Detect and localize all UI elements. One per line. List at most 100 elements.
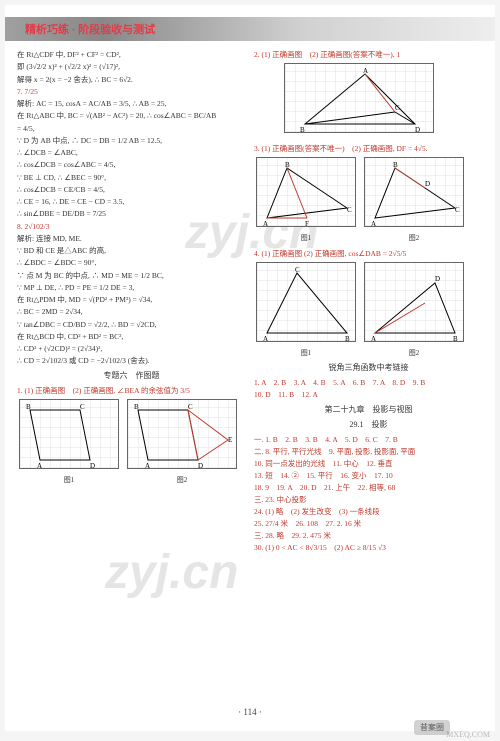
svg-text:C: C <box>188 403 193 411</box>
svg-text:A: A <box>363 67 368 75</box>
text-line: 在 Rt△PDM 中, MD = √(PD² + PM²) = √34, <box>17 294 246 305</box>
figure-row-q3: A B C F 图1 A <box>254 155 483 244</box>
text-line: 解析: AC = 15, cosA = AC/AB = 3/5, ∴ AB = … <box>17 98 246 109</box>
svg-text:C: C <box>295 266 300 274</box>
text-line: 在 Rt△ABC 中, BC = √(AB² − AC²) = 20, ∴ co… <box>17 110 246 121</box>
answer-line: 一. 1. B 2. B 3. B 4. A 5. D 6. C 7. B <box>254 434 483 446</box>
svg-text:A: A <box>263 335 268 343</box>
answer-line: 10. D 11. B 12. A <box>254 389 483 401</box>
svg-text:A: A <box>371 335 376 343</box>
answer-line: 30. (1) 0 < AC < 8√3/15 (2) AC ≥ 8/15 √3 <box>254 542 483 554</box>
text-line: = 4/5, <box>17 123 246 134</box>
figure-q3-2-wrap: A B C D 图2 <box>362 155 466 244</box>
svg-text:C: C <box>80 403 85 411</box>
text-line: ∵ D 为 AB 中点, ∴ DC = DB = 1/2 AB = 12.5, <box>17 135 246 146</box>
figure-2-grid: A B C D E <box>127 399 237 469</box>
svg-text:D: D <box>415 126 420 134</box>
text-line: 解析: 连接 MD, ME. <box>17 233 246 244</box>
figure-q4-2-wrap: A B D 图2 <box>362 260 466 359</box>
svg-text:D: D <box>90 462 95 470</box>
figure-1-wrap: A B C D 图1 <box>17 397 121 486</box>
figure-row-1: A B C D 图1 A <box>17 397 246 486</box>
text-line: 2. (1) 正确画图 (2) 正确画图(答案不唯一), 1 <box>254 49 483 60</box>
text-line: ∴ CD² + (√2CD)² = (2√34)², <box>17 343 246 354</box>
answer-list: 1. A 2. B 3. A 4. B 5. A 6. B 7. A 8. D … <box>254 377 483 401</box>
svg-text:B: B <box>134 403 139 411</box>
text-line: ∵ tan∠DBC = CD/BD = √2/2, ∴ BD = √2CD, <box>17 319 246 330</box>
answer-line: 13. 短 14. ② 15. 平行 16. 变小 17. 10 <box>254 470 483 482</box>
svg-text:A: A <box>145 462 150 470</box>
fig-label: 图2 <box>362 233 466 244</box>
text-line: ∴ sin∠DBE = DE/DB = 7/25 <box>17 208 246 219</box>
answer-line: 1. A 2. B 3. A 4. B 5. A 6. B 7. A 8. D … <box>254 377 483 389</box>
figure-q4-2-svg: A B D <box>365 263 465 343</box>
figure-1-svg: A B C D <box>20 400 120 470</box>
text-line: ∴ CD = 2√102/3 或 CD = −2√102/3 (舍去). <box>17 355 246 366</box>
figure-row-q4: A B C 图1 A B <box>254 260 483 359</box>
header-title: 精析巧练 · 阶段验收与测试 <box>25 21 155 37</box>
answer-list-2: 一. 1. B 2. B 3. B 4. A 5. D 6. C 7. B 二.… <box>254 434 483 554</box>
text-line: ∴ CE = 16, ∴ DE = CE − CD = 3.5, <box>17 196 246 207</box>
svg-text:A: A <box>371 220 376 228</box>
answer-line: 18. 9 19. A 20. D 21. 上午 22. 相等, 68 <box>254 482 483 494</box>
figure-q4-1-wrap: A B C 图1 <box>254 260 358 359</box>
svg-text:D: D <box>425 180 430 188</box>
text-line: ∵ BD 和 CE 是△ABC 的高, <box>17 245 246 256</box>
fig-label: 图2 <box>362 348 466 359</box>
figure-q3-2-svg: A B C D <box>365 158 465 228</box>
answer-line: 24. (1) 略 (2) 发生改变 (3) 一条线段 <box>254 506 483 518</box>
bottom-watermark: MXEQ.COM <box>446 730 490 739</box>
figure-2-wrap: A B C D E 图2 <box>125 397 239 486</box>
answer-line: 25. 27/4 米 26. 108 27. 2. 16 米 <box>254 518 483 530</box>
svg-text:B: B <box>285 161 290 169</box>
svg-text:B: B <box>345 335 350 343</box>
answer-line: 三. 28. 略 29. 2. 475 米 <box>254 530 483 542</box>
svg-text:D: D <box>198 462 203 470</box>
section-29-1: 29.1 投影 <box>254 419 483 431</box>
text-line: 在 Rt△BCD 中, CD² + BD² = BC², <box>17 331 246 342</box>
text-line: 即 (3√2/2 x)² + (√2/2 x)² = (√17)², <box>17 61 246 72</box>
figure-q4-2: A B D <box>364 262 464 342</box>
text-line: ∴ cos∠DCB = cos∠ABC = 4/5, <box>17 159 246 170</box>
text-line: 8. 2√102/3 <box>17 221 246 232</box>
fig-label-2: 图2 <box>125 475 239 486</box>
chapter-29-title: 第二十九章 投影与视图 <box>254 404 483 416</box>
header-band: 精析巧练 · 阶段验收与测试 <box>5 17 495 41</box>
right-column: 2. (1) 正确画图 (2) 正确画图(答案不唯一), 1 B A C D 3… <box>254 49 483 701</box>
svg-text:E: E <box>228 436 232 444</box>
figure-q2: B A C D <box>284 63 434 133</box>
answer-line: 三. 23. 中心投影 <box>254 494 483 506</box>
svg-text:A: A <box>263 220 268 228</box>
svg-text:B: B <box>300 126 305 134</box>
text-line: ∵ 点 M 为 BC 的中点, ∴ MD = ME = 1/2 BC, <box>17 270 246 281</box>
text-line: 4. (1) 正确画图 (2) 正确画图, cos∠DAB = 2√5/5 <box>254 248 483 259</box>
figure-2-svg: A B C D E <box>128 400 238 470</box>
svg-text:B: B <box>26 403 31 411</box>
figure-1-grid: A B C D <box>19 399 119 469</box>
text-line: 1. (1) 正确画图 (2) 正确画图, ∠BEA 的余弦值为 3/5 <box>17 385 246 396</box>
page-number: · 114 · <box>5 707 495 717</box>
svg-text:A: A <box>37 462 42 470</box>
figure-q3-2: A B C D <box>364 157 464 227</box>
svg-text:B: B <box>453 335 458 343</box>
text-line: ∴ BC = 2MD = 2√34, <box>17 306 246 317</box>
figure-q4-1-svg: A B C <box>257 263 357 343</box>
section-title-special6: 专题六 作图题 <box>17 370 246 382</box>
text-line: ∵ MP ⊥ DE, ∴ PD = PE = 1/2 DE = 3, <box>17 282 246 293</box>
text-line: ∴ ∠BDC = ∠BDC = 90°, <box>17 257 246 268</box>
text-line: 在 Rt△CDF 中, DF² + CF² = CD², <box>17 49 246 60</box>
figure-q2-svg: B A C D <box>285 64 435 134</box>
text-line: ∴ ∠DCB = ∠ABC, <box>17 147 246 158</box>
figure-q4-1: A B C <box>256 262 356 342</box>
fig-label-1: 图1 <box>17 475 121 486</box>
svg-text:F: F <box>305 220 309 228</box>
link-title: 锐角三角函数中考链接 <box>254 362 483 374</box>
text-line: 3. (1) 正确画图(答案不唯一) (2) 正确画图, DF = 4√5. <box>254 143 483 154</box>
figure-q3-1-wrap: A B C F 图1 <box>254 155 358 244</box>
text-line: 解得 x = 2(x = −2 舍去), ∴ BC = 6√2. <box>17 74 246 85</box>
bottom-tag: 昔案圈 <box>414 720 450 735</box>
figure-q3-1-svg: A B C F <box>257 158 357 228</box>
text-line: ∴ cos∠DCB = CE/CB = 4/5, <box>17 184 246 195</box>
text-line: ∵ BE ⊥ CD, ∴ ∠BEC = 90°, <box>17 172 246 183</box>
fig-label: 图1 <box>254 233 358 244</box>
